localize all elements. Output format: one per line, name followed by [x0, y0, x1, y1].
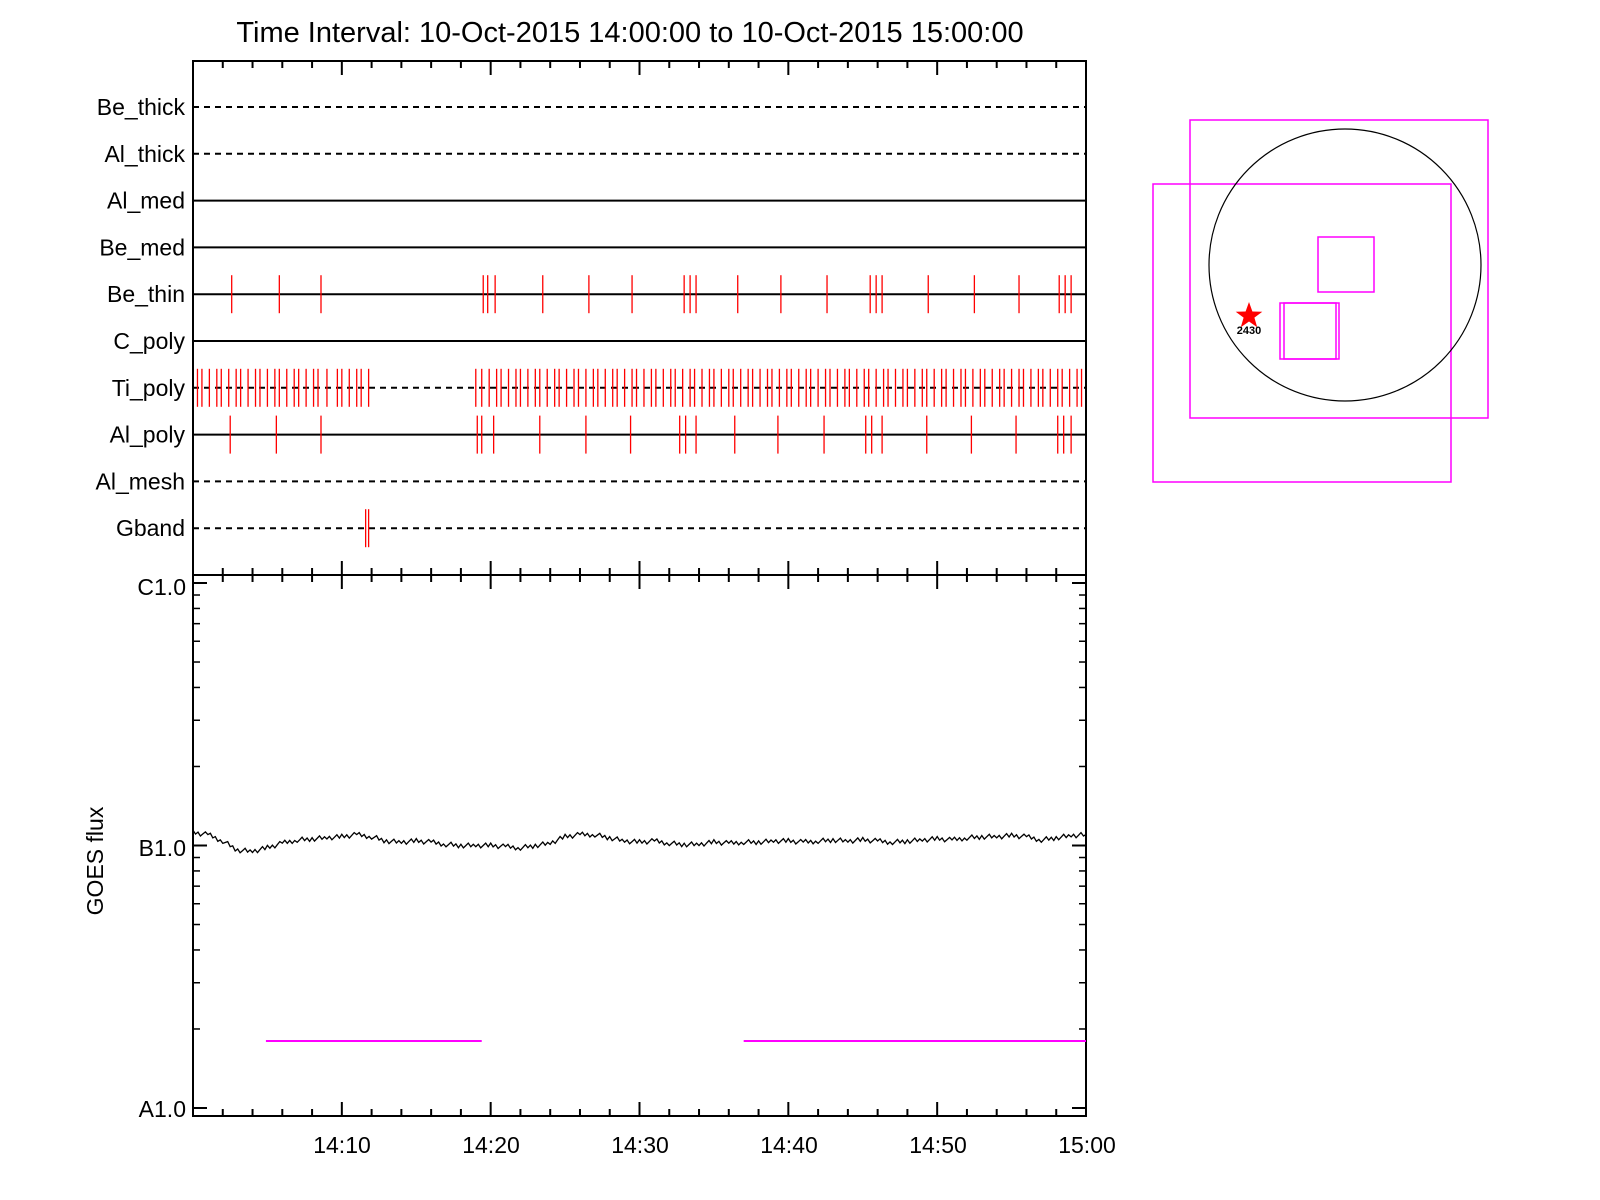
goes-series	[192, 829, 1087, 1042]
y-tick-label-b1: B1.0	[139, 835, 186, 861]
goes-flux-line	[192, 829, 1087, 854]
solar-disk	[1208, 128, 1482, 402]
solar-map: 2430	[1152, 119, 1489, 483]
goes-frame	[192, 574, 1087, 1117]
row-label-al-mesh: Al_mesh	[96, 468, 185, 494]
row-label-c-poly: C_poly	[113, 328, 185, 354]
row-label-ti-poly: Ti_poly	[112, 375, 186, 401]
fov-box-large	[1189, 119, 1489, 419]
x-tick-label-1410: 14:10	[313, 1132, 371, 1158]
y-tick-label-c1: C1.0	[137, 574, 186, 600]
goes-panel: C1.0 B1.0 A1.0 GOES flux 14:10 14:20 14:…	[82, 574, 1116, 1158]
row-label-gband: Gband	[116, 515, 185, 541]
active-region-star-icon	[1235, 302, 1263, 328]
active-region-label: 2430	[1237, 325, 1261, 337]
goes-ticks	[192, 575, 1087, 1116]
y-tick-label-a1: A1.0	[139, 1096, 186, 1122]
timeline-ticks	[192, 61, 1087, 575]
timeline-rows: Be_thick Al_thick Al_med Be_med Be_thin C_pol…	[96, 94, 1086, 548]
row-label-al-thick: Al_thick	[104, 141, 185, 167]
chart-title: Time Interval: 10-Oct-2015 14:00:00 to 1…	[236, 17, 1023, 49]
x-tick-label-1450: 14:50	[909, 1132, 967, 1158]
row-label-al-med: Al_med	[107, 188, 185, 214]
x-tick-label-1440: 14:40	[760, 1132, 818, 1158]
x-tick-label-1430: 14:30	[611, 1132, 669, 1158]
row-label-be-med: Be_med	[99, 234, 185, 260]
row-label-al-poly: Al_poly	[110, 422, 186, 448]
fov-box-offset	[1152, 183, 1452, 483]
fov-box-small-lower-inner	[1283, 302, 1340, 360]
row-label-be-thin: Be_thin	[107, 281, 185, 307]
fov-box-small-lower	[1279, 302, 1337, 360]
y-axis-label: GOES flux	[82, 806, 108, 915]
x-tick-label-1500: 15:00	[1058, 1132, 1116, 1158]
timeline-frame	[192, 60, 1087, 576]
fov-box-small-upper	[1317, 236, 1375, 293]
timeline-panel: Be_thick Al_thick Al_med Be_med Be_thin C_pol…	[96, 60, 1087, 576]
x-tick-label-1420: 14:20	[462, 1132, 520, 1158]
row-label-be-thick: Be_thick	[97, 94, 186, 120]
